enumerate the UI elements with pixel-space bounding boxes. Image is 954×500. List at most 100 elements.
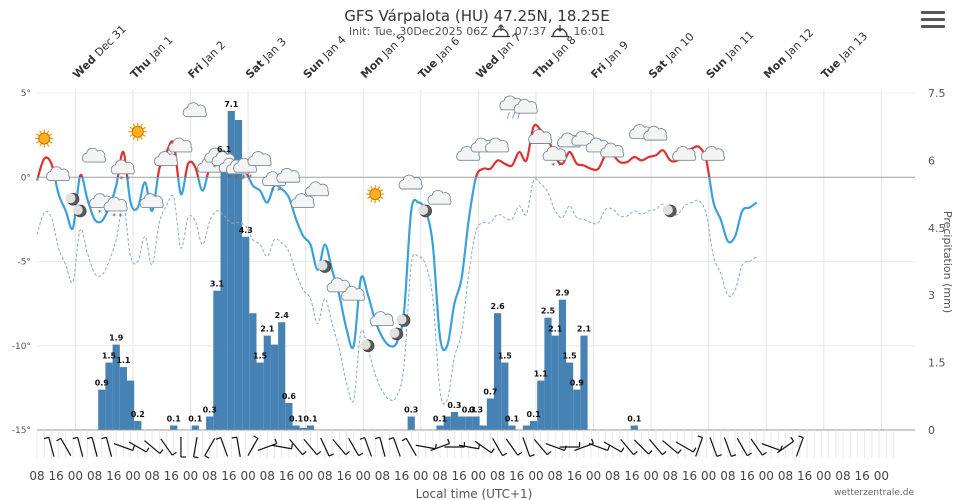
precipitation-bar <box>450 412 458 430</box>
hour-tick-label: 16 <box>739 469 754 483</box>
sunset-icon <box>550 25 569 38</box>
moon-icon <box>418 204 432 218</box>
wind-barb-icon <box>101 436 113 457</box>
precipitation-bar <box>270 344 279 430</box>
cloud-icon <box>46 166 71 182</box>
hour-tick-label: 08 <box>144 469 159 483</box>
hour-tick-label: 16 <box>164 469 179 483</box>
hour-tick-label: 16 <box>567 469 582 483</box>
precipitation-bar <box>112 344 120 430</box>
hour-tick-label: 16 <box>394 469 409 483</box>
wind-barb-icon <box>492 438 508 457</box>
wind-barb-icon <box>257 438 278 451</box>
precipitation-value-label: 4.3 <box>239 226 253 235</box>
chart-subtitle: Init: Tue, 30Dec2025 06Z 07:37 16:01 <box>0 24 954 38</box>
precipitation-bar <box>465 416 473 430</box>
precipitation-bar <box>220 155 228 430</box>
menu-bar-icon <box>921 18 945 21</box>
precipitation-bar <box>227 111 235 430</box>
precipitation-bar <box>127 380 135 430</box>
wind-barb-icon <box>144 440 164 454</box>
precipitation-bar <box>299 427 307 430</box>
precipitation-bar <box>508 425 516 430</box>
cloud-icon <box>153 151 179 166</box>
hour-tick-label: 08 <box>260 469 275 483</box>
hour-tick-label: 00 <box>68 469 83 483</box>
hamburger-menu-button[interactable] <box>921 11 945 31</box>
hour-tick-label: 00 <box>701 469 716 483</box>
precipitation-value-label: 0.6 <box>282 392 297 401</box>
hour-tick-label: 16 <box>336 469 351 483</box>
wind-barb-icon <box>430 438 450 451</box>
hour-tick-label: 16 <box>49 469 64 483</box>
precipitation-labels: 0.91.51.91.10.2 0.1 0.10.33.16.17.14.31.52… <box>95 100 642 424</box>
day-label: Mon Jan 12 <box>761 26 816 81</box>
precipitation-bars <box>98 111 638 430</box>
y-right-tick-label: 3 <box>928 289 935 302</box>
cloud-icon <box>139 193 164 208</box>
moon-icon <box>65 192 80 206</box>
precipitation-value-label: 1.5 <box>102 352 117 361</box>
precipitation-value-label: 0.1 <box>188 415 203 424</box>
cloud-icon <box>485 137 510 153</box>
precipitation-value-label: 1.1 <box>116 356 131 365</box>
x-axis-label: Local time (UTC+1) <box>416 487 533 500</box>
precipitation-bar <box>537 380 545 430</box>
precipitation-bar <box>436 425 444 430</box>
init-time: Init: Tue, 30Dec2025 06Z <box>348 25 488 38</box>
wind-barb-icon <box>43 436 55 457</box>
cloud-icon <box>305 181 330 197</box>
wind-barb-icon <box>193 437 199 459</box>
precipitation-value-label: 2.1 <box>260 325 275 334</box>
hour-tick-label: 08 <box>548 469 563 483</box>
precipitation-value-label: 0.3 <box>469 406 483 415</box>
y-axis-right-label: Precipitation (mm) <box>941 211 954 313</box>
hour-tick-label: 00 <box>298 469 313 483</box>
hour-tick-label: 00 <box>816 469 831 483</box>
precipitation-bar <box>242 236 250 430</box>
hour-tick-label: 08 <box>835 469 850 483</box>
day-label: Wed Dec 31 <box>70 23 128 81</box>
precipitation-bar <box>544 317 552 430</box>
wind-barb-icon <box>750 438 767 456</box>
moon-icon <box>396 314 411 327</box>
menu-bar-icon <box>921 11 945 14</box>
hour-tick-label: 16 <box>509 469 524 483</box>
hour-tick-label: 00 <box>471 469 486 483</box>
precipitation-bar <box>486 398 494 430</box>
y-left-tick-label: -10° <box>12 342 31 352</box>
y-right-tick-label: 1.5 <box>928 357 946 370</box>
wind-barb-icon <box>522 437 535 457</box>
cloud-icon <box>427 189 452 205</box>
cloud-icon <box>643 125 668 141</box>
precipitation-value-label: 0.9 <box>570 379 585 388</box>
precipitation-value-label: 2.1 <box>577 325 592 334</box>
sun-icon <box>35 129 54 148</box>
temperature-line-above-zero <box>36 123 711 178</box>
wind-barb-icon <box>180 437 186 458</box>
hour-tick-label: 08 <box>87 469 102 483</box>
svg-text:* *: * * <box>235 175 246 184</box>
hour-tick-label: 08 <box>375 469 390 483</box>
wind-barb-icon <box>215 437 229 457</box>
svg-text:* *: * * <box>270 187 281 196</box>
precipitation-bar <box>98 389 106 430</box>
moon-icon <box>72 204 87 218</box>
hour-tick-label: 08 <box>432 469 447 483</box>
wind-barb-icon <box>128 441 150 453</box>
hour-tick-label: 00 <box>183 469 198 483</box>
y-left-tick-label: -15° <box>12 426 31 436</box>
wind-barb-icon <box>533 438 552 456</box>
precipitation-bar <box>407 416 415 430</box>
precipitation-value-label: 0.3 <box>203 406 217 415</box>
hour-tick-label: 16 <box>221 469 236 483</box>
wind-barb-icon <box>303 438 322 456</box>
hour-tick-label: 16 <box>279 469 294 483</box>
precipitation-value-label: 0.2 <box>131 410 145 419</box>
wind-barb-icon <box>709 437 722 457</box>
precipitation-bar <box>213 290 221 430</box>
precipitation-value-label: 6.1 <box>217 145 232 154</box>
svg-text:* *: * * <box>227 173 238 182</box>
